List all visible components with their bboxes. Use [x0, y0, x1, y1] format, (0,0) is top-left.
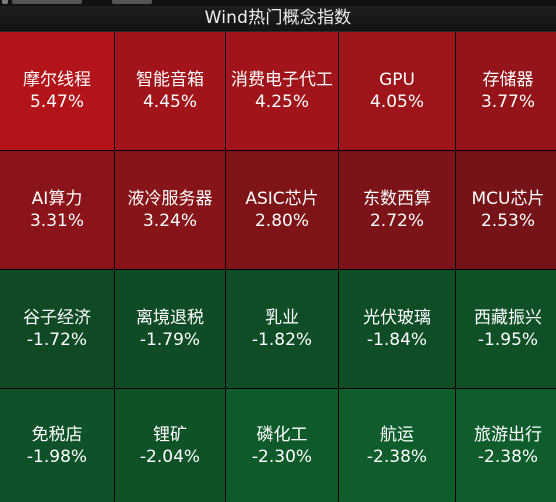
tile-2[interactable]: 消费电子代工 4.25%	[226, 32, 338, 150]
tile-14[interactable]: 西藏振兴 -1.95%	[456, 270, 556, 388]
concept-heatmap: 摩尔线程 5.47% 智能音箱 4.45% 消费电子代工 4.25% GPU 4.05%…	[0, 32, 556, 502]
tile-18[interactable]: 航运 -2.38%	[339, 389, 455, 502]
tile-11[interactable]: 离境退税 -1.79%	[115, 270, 225, 388]
tile-13[interactable]: 光伏玻璃 -1.84%	[339, 270, 455, 388]
tile-6[interactable]: 液冷服务器 3.24%	[115, 151, 225, 269]
tile-name: 离境退税	[136, 308, 204, 328]
tile-change: -1.95%	[477, 330, 539, 350]
tile-change: 4.25%	[254, 92, 309, 112]
tile-19[interactable]: 旅游出行 -2.38%	[456, 389, 556, 502]
tile-name: 磷化工	[256, 424, 308, 445]
tile-change: 2.80%	[254, 211, 309, 231]
tile-change: -2.30%	[251, 446, 313, 467]
tile-name: MCU芯片	[471, 189, 545, 209]
tile-8[interactable]: 东数西算 2.72%	[339, 151, 455, 269]
tile-name: GPU	[379, 70, 415, 90]
tile-change: -2.38%	[477, 446, 539, 467]
tile-change: 3.31%	[29, 211, 84, 231]
tile-change: 3.77%	[480, 92, 535, 112]
tile-10[interactable]: 谷子经济 -1.72%	[0, 270, 114, 388]
tile-15[interactable]: 免税店 -1.98%	[0, 389, 114, 502]
tile-4[interactable]: 存储器 3.77%	[456, 32, 556, 150]
tile-name: 消费电子代工	[231, 70, 333, 90]
tile-name: 光伏玻璃	[363, 308, 431, 328]
tile-change: -2.38%	[366, 446, 428, 467]
tile-12[interactable]: 乳业 -1.82%	[226, 270, 338, 388]
tile-change: 4.05%	[369, 92, 424, 112]
tile-name: 免税店	[31, 424, 83, 445]
tile-3[interactable]: GPU 4.05%	[339, 32, 455, 150]
tile-name: 存储器	[482, 70, 534, 90]
tile-name: 航运	[380, 424, 414, 445]
tile-change: -2.04%	[139, 446, 201, 467]
tile-name: 液冷服务器	[127, 189, 213, 209]
tile-change: 3.24%	[142, 211, 197, 231]
tile-name: 乳业	[265, 308, 299, 328]
tile-change: -1.84%	[366, 330, 428, 350]
tile-change: 2.53%	[480, 211, 535, 231]
tile-change: 5.47%	[29, 92, 84, 112]
tile-change: -1.82%	[251, 330, 313, 350]
top-cropped-strip	[0, 0, 556, 6]
tile-5[interactable]: AI算力 3.31%	[0, 151, 114, 269]
tile-7[interactable]: ASIC芯片 2.80%	[226, 151, 338, 269]
tile-name: 谷子经济	[23, 308, 91, 328]
tile-name: 智能音箱	[136, 70, 204, 90]
tile-name: 摩尔线程	[23, 70, 91, 90]
tile-name: 东数西算	[363, 189, 431, 209]
panel-title: Wind热门概念指数	[0, 6, 556, 32]
tile-change: 4.45%	[142, 92, 197, 112]
tile-9[interactable]: MCU芯片 2.53%	[456, 151, 556, 269]
tile-name: ASIC芯片	[245, 189, 319, 209]
tile-change: -1.79%	[139, 330, 201, 350]
tile-0[interactable]: 摩尔线程 5.47%	[0, 32, 114, 150]
tile-name: 西藏振兴	[474, 308, 542, 328]
tile-1[interactable]: 智能音箱 4.45%	[115, 32, 225, 150]
tile-change: 2.72%	[369, 211, 424, 231]
tile-name: AI算力	[31, 189, 83, 209]
tile-change: -1.98%	[26, 446, 88, 467]
tile-name: 锂矿	[153, 424, 187, 445]
tile-16[interactable]: 锂矿 -2.04%	[115, 389, 225, 502]
tile-name: 旅游出行	[474, 424, 542, 445]
tile-17[interactable]: 磷化工 -2.30%	[226, 389, 338, 502]
tile-change: -1.72%	[26, 330, 88, 350]
